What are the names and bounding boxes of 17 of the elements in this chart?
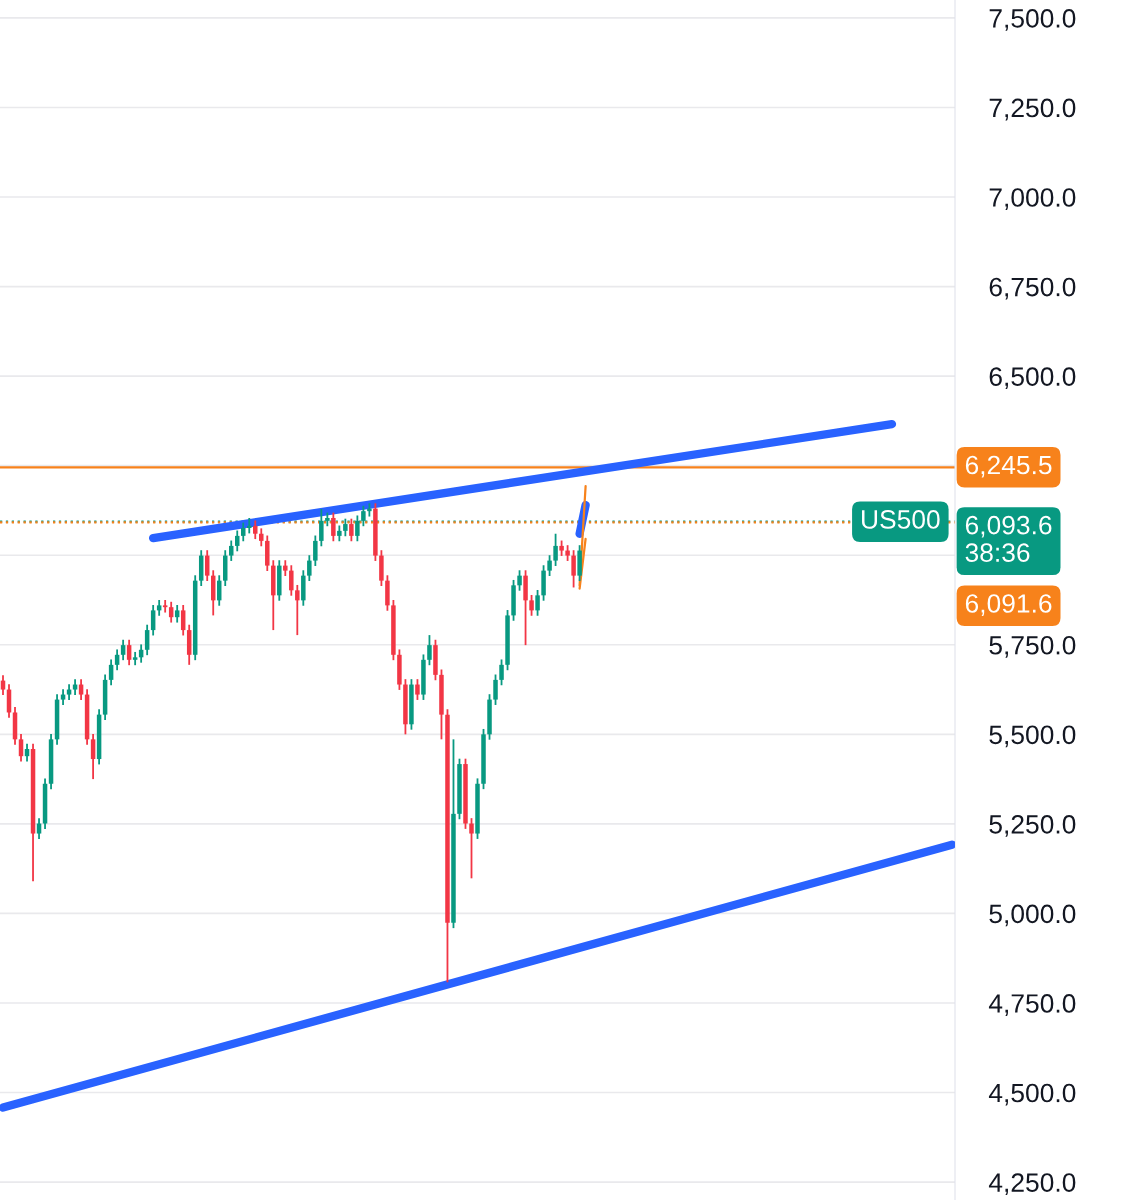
ref-line-label: 6,093.6 <box>965 515 1052 538</box>
ref-line-label: 6,245.5 <box>965 455 1052 478</box>
y-tick-label: 5,250.0 <box>989 815 1076 837</box>
y-tick-label: 4,250.0 <box>988 1173 1076 1196</box>
y-tick-label: 4,750.0 <box>988 994 1076 1016</box>
text: 38:36 <box>965 543 1030 562</box>
ref-line-label: 6,091.6 <box>965 594 1052 616</box>
y-tick-label: 7,250.0 <box>989 98 1076 121</box>
y-tick-label: 5,500.0 <box>989 725 1076 748</box>
y-tick-label: 5,000.0 <box>989 904 1076 927</box>
y-tick-label: 7,500.0 <box>989 9 1076 31</box>
y-tick-label: 6,500.0 <box>989 367 1076 390</box>
y-tick-label: 6,750.0 <box>989 277 1076 300</box>
y-tick-label: 7,000.0 <box>989 188 1076 210</box>
annotation: US500 <box>862 510 940 529</box>
y-tick-label: 5,750.0 <box>989 635 1076 658</box>
y-tick-label: 4,500.0 <box>988 1083 1076 1106</box>
